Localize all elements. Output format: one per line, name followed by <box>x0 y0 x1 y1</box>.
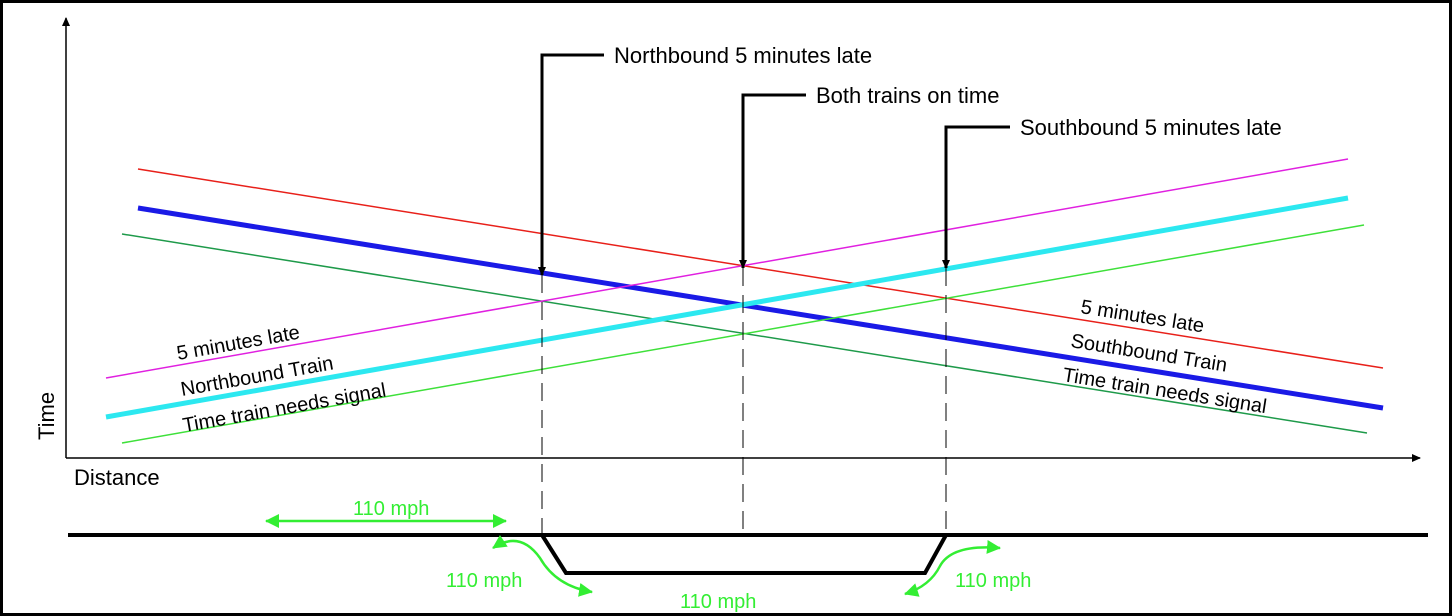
callout-southbound-late: Southbound 5 minutes late <box>1020 115 1282 140</box>
speed-label-exit-right: 110 mph <box>955 570 1031 592</box>
speed-arrow-exit-right <box>904 539 1001 597</box>
label-northbound-late: 5 minutes late <box>175 322 301 365</box>
callout-on-time: Both trains on time <box>816 83 999 108</box>
speed-label-entry-left: 110 mph <box>446 570 522 592</box>
speed-arrow-entry-left <box>492 534 593 597</box>
northbound-late-line <box>105 158 1349 379</box>
callout-arrow-southbound-late <box>942 125 1010 269</box>
y-axis-label: Time <box>34 392 59 440</box>
callout-arrow-northbound-late <box>538 53 604 276</box>
callout-arrow-on-time <box>739 93 806 269</box>
speed-label-siding: 110 mph <box>680 591 756 613</box>
x-axis-label: Distance <box>74 465 160 490</box>
northbound-train-line <box>105 195 1349 420</box>
speed-label-main-left: 110 mph <box>353 498 429 520</box>
southbound-train-line <box>137 205 1384 411</box>
callout-northbound-late: Northbound 5 minutes late <box>614 43 872 68</box>
passing-siding <box>540 533 948 575</box>
southbound-late-line <box>137 168 1384 369</box>
label-southbound-late: 5 minutes late <box>1079 296 1205 337</box>
